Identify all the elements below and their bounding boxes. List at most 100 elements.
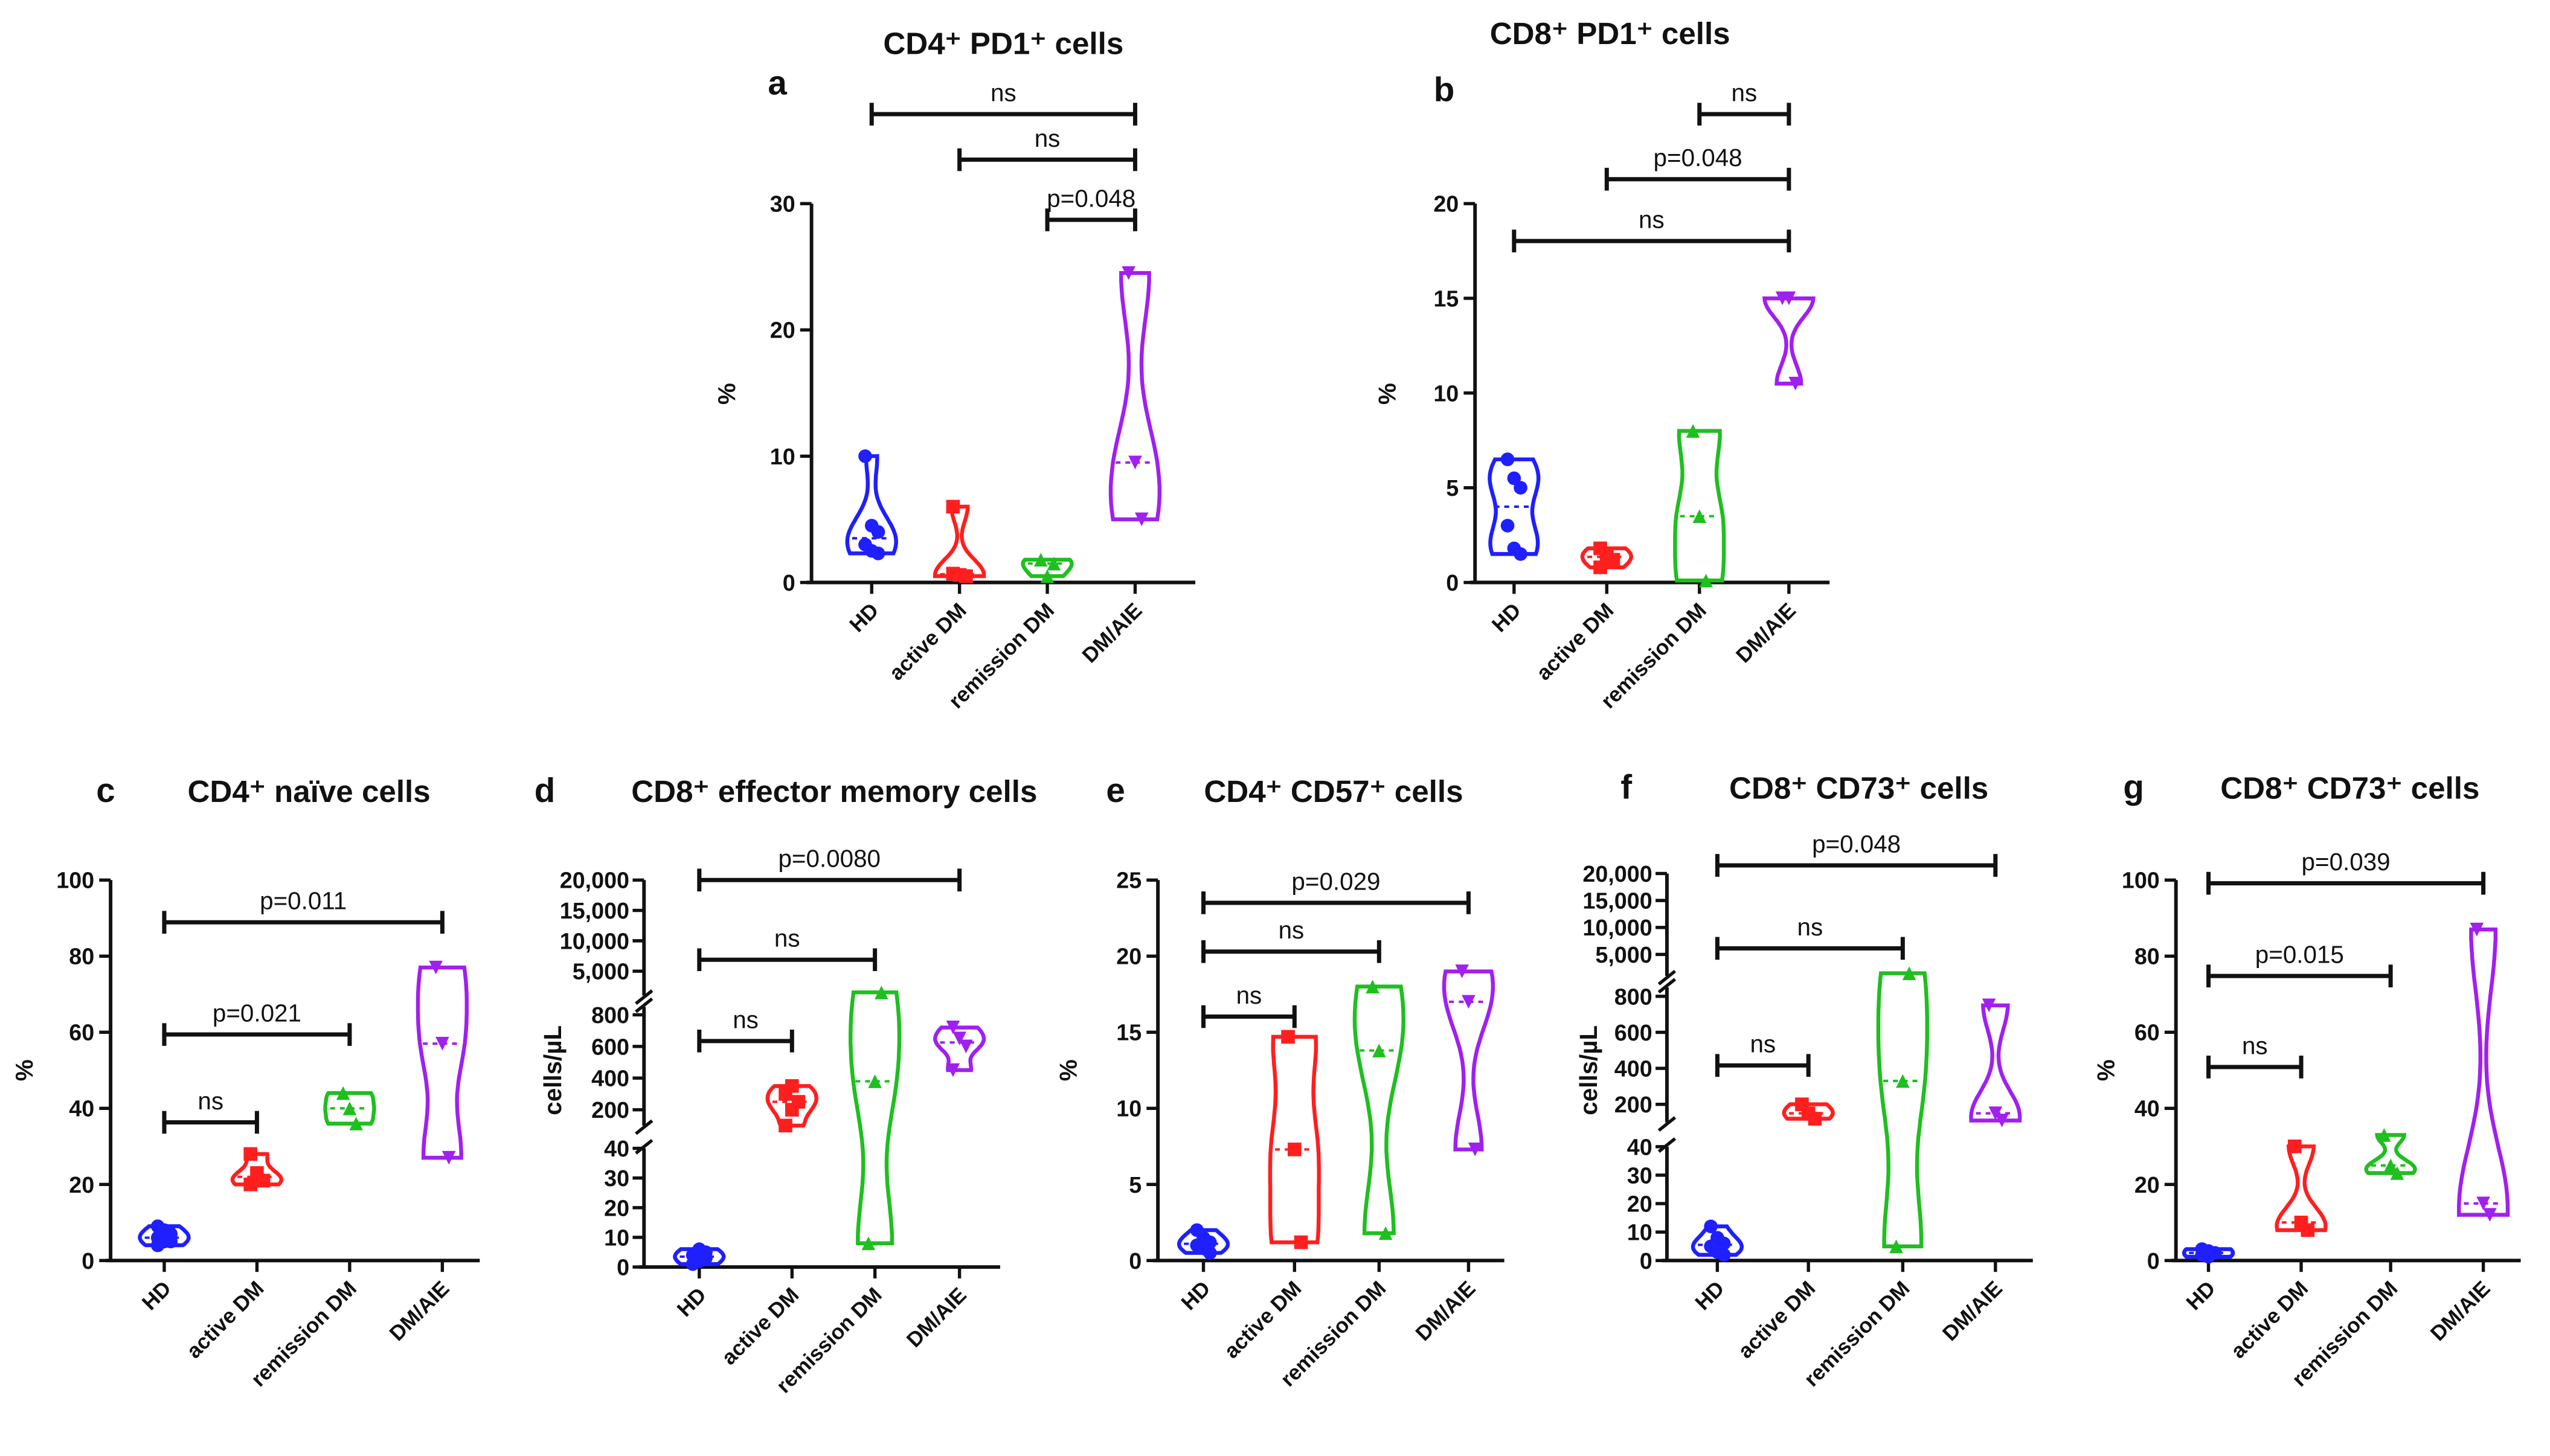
violin-outline (933, 1025, 986, 1073)
y-tick-label: 100 (2122, 868, 2160, 893)
x-tick-label: active DM (885, 598, 971, 685)
significance-bracket: p=0.048 (1604, 144, 1791, 191)
data-point (336, 1086, 350, 1100)
significance-label: p=0.048 (1812, 830, 1901, 858)
data-point (858, 449, 872, 463)
y-tick-label: 25 (1116, 868, 1142, 893)
data-point (1455, 964, 1469, 978)
y-tick-label: 80 (2134, 944, 2160, 969)
y-tick-label: 200 (1614, 1092, 1652, 1117)
bracket-line (957, 148, 1137, 172)
chart-title: CD4⁺ CD57⁺ cells (1204, 774, 1463, 809)
violin-active-dm (1268, 1030, 1321, 1249)
violin-outline (1488, 457, 1541, 556)
data-point (1294, 1235, 1308, 1249)
significance-bracket: ns (2206, 1031, 2304, 1079)
significance-label: p=0.011 (260, 887, 347, 915)
data-point (1889, 1239, 1903, 1254)
significance-label: ns (198, 1087, 223, 1115)
violin-active-dm (1782, 1097, 1835, 1126)
x-tick-label: DM/AIE (1732, 598, 1800, 667)
data-point (1288, 1143, 1302, 1156)
data-point (1462, 995, 1476, 1009)
y-tick-label: 20 (69, 1172, 94, 1198)
y-tick-label: 0 (783, 570, 795, 595)
y-axis-label: % (2092, 1059, 2119, 1081)
data-point (1686, 424, 1700, 438)
bracket-line (1715, 854, 1998, 877)
significance-label: ns (1236, 981, 1262, 1009)
data-point (1982, 998, 1996, 1013)
axis-break-mark (1657, 1116, 1677, 1132)
violin-hd (2182, 1242, 2235, 1264)
y-tick-label: 20,000 (1582, 861, 1652, 887)
data-point (2470, 922, 2484, 937)
panel-letter: b (1434, 71, 1455, 109)
violin-outline (323, 1091, 376, 1126)
bracket-line (869, 103, 1137, 126)
data-point (1033, 553, 1048, 567)
significance-label: p=0.029 (1291, 867, 1380, 895)
x-tick-label: HD (1691, 1277, 1729, 1315)
violin-active-dm (230, 1147, 284, 1191)
y-tick-label: 10 (770, 444, 795, 469)
violin-outline (2456, 927, 2510, 1217)
bracket-line (1697, 103, 1791, 126)
data-point (1902, 966, 1916, 980)
violin-dm-aie (1762, 291, 1816, 391)
violin-outline (2364, 1133, 2417, 1175)
axis-break-mark (635, 1119, 654, 1135)
significance-bracket: ns (697, 1005, 794, 1053)
x-tick-label: DM/AIE (385, 1277, 454, 1345)
violin-outline (230, 1152, 284, 1187)
violin-dm-aie (933, 1021, 986, 1077)
significance-bracket: p=0.011 (162, 887, 445, 934)
panel-letter: e (1106, 771, 1125, 809)
bracket-line (162, 1023, 352, 1046)
data-point (429, 960, 443, 975)
violin-outline (845, 454, 898, 556)
y-tick-label: 0 (617, 1255, 629, 1280)
y-tick-label: 20 (770, 318, 795, 343)
x-tick-label: DM/AIE (902, 1283, 971, 1352)
y-tick-label: 20 (604, 1195, 629, 1220)
x-tick-label: DM/AIE (1938, 1277, 2007, 1345)
y-axis-label: % (1373, 383, 1401, 405)
panel-g: g CD8⁺ CD73⁺ cells% 0 20 40 60 80 100 HD active D… (2092, 768, 2521, 1391)
bracket-line (1512, 229, 1791, 252)
data-point (2202, 1249, 2215, 1264)
violin-dm-aie (2456, 922, 2510, 1222)
data-point (946, 1021, 960, 1034)
data-point (1606, 553, 1620, 567)
violin-remission-dm (848, 986, 902, 1251)
x-tick-label: DM/AIE (1077, 598, 1146, 667)
data-point (1040, 569, 1055, 583)
data-point (868, 1074, 882, 1088)
bracket-line (1201, 940, 1381, 963)
chart-title: CD8⁺ CD73⁺ cells (1729, 771, 1988, 806)
data-point (2377, 1128, 2391, 1142)
violin-dm-aie (1108, 266, 1162, 527)
data-point (1692, 509, 1707, 524)
y-tick-label: 10,000 (560, 928, 629, 954)
significance-label: p=0.039 (2302, 848, 2391, 876)
violin-remission-dm (1876, 966, 1929, 1254)
data-point (1717, 1248, 1731, 1262)
y-tick-label: 200 (591, 1097, 629, 1123)
data-point (1134, 512, 1149, 527)
data-point (1468, 1143, 1482, 1156)
data-point (1704, 1219, 1718, 1234)
x-tick-label: HD (138, 1277, 176, 1315)
panel-letter: f (1620, 768, 1632, 806)
x-tick-label: active DM (717, 1283, 803, 1370)
y-axis-label: cells/µL (539, 1025, 567, 1115)
y-tick-label: 10,000 (1582, 915, 1652, 940)
significance-label: p=0.0080 (778, 845, 881, 873)
y-axis-label: % (10, 1059, 38, 1081)
significance-label: p=0.021 (213, 999, 301, 1027)
y-tick-label: 80 (69, 944, 94, 969)
x-tick-label: HD (1177, 1277, 1215, 1315)
data-point (243, 1178, 257, 1191)
violin-outline (1177, 1228, 1230, 1255)
y-tick-label: 400 (591, 1066, 629, 1091)
